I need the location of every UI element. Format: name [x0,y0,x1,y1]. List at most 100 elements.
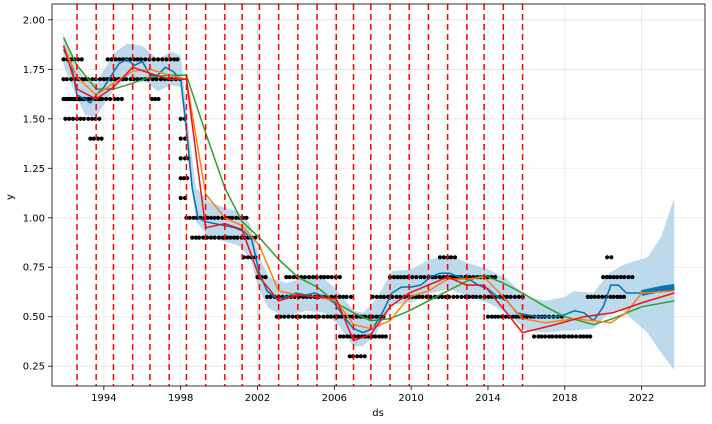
observed-point [588,334,593,339]
observed-point [317,314,322,319]
observed-point [344,294,349,299]
observed-point [193,235,198,240]
observed-point [459,294,464,299]
axes: 1994 1998 2002 2006 2010 2014 2018 2022 0.25 0.50… [23,3,706,404]
observed-point [566,334,571,339]
observed-point [245,255,251,260]
observed-point [178,116,183,121]
y-tick-label: 1.75 [23,65,45,76]
observed-point [61,57,66,62]
observed-point [605,255,610,260]
observed-point [345,334,350,339]
observed-point [414,275,419,280]
observed-point [78,116,83,121]
forecast-line [62,49,675,334]
observed-point [105,57,110,62]
green-trend-line [62,37,675,326]
observed-point [205,215,210,220]
observed-point [156,57,161,62]
observed-point [325,314,330,319]
observed-point [268,294,273,299]
observed-point [150,77,155,82]
observed-point [97,116,102,121]
observed-point [504,294,509,299]
observed-point [164,57,169,62]
observed-point [135,77,140,82]
observed-point [374,294,379,299]
observed-point [478,294,483,299]
observed-point [554,334,559,339]
observed-point [232,235,237,240]
observed-point [151,57,156,62]
observed-point [570,334,575,339]
observed-point [329,275,334,280]
observed-point [81,116,87,121]
observed-point [341,334,346,339]
observed-point [609,255,614,260]
observed-point [322,275,327,280]
observed-point [139,57,144,62]
observed-point [307,275,312,280]
observed-point [286,314,291,319]
observed-point [420,294,425,299]
x-tick-label: 2022 [629,393,654,404]
observed-point [284,275,289,280]
observed-point [370,294,375,299]
observed-point [337,294,342,299]
observed-point [149,96,154,102]
observed-point [514,314,519,319]
x-tick-label: 2018 [552,393,577,404]
observed-point [113,57,118,62]
observed-point [212,215,217,220]
observed-point [508,294,513,299]
observed-point [455,294,460,299]
observed-point [212,235,217,240]
observed-point [402,275,407,280]
observed-point [618,275,623,280]
observed-point [153,96,158,102]
observed-point [589,294,594,299]
observed-point [274,314,279,319]
observed-point [441,255,446,260]
observed-point [187,215,192,220]
observed-point [67,116,72,121]
observed-point [493,275,498,280]
observed-point [90,77,95,82]
observed-point [374,314,379,319]
observed-point [99,136,104,141]
observed-point [306,314,311,319]
observed-point [470,294,475,299]
observed-point [228,235,233,240]
observed-point [611,275,616,280]
y-tick-label: 0.25 [23,362,45,373]
observed-point [101,77,106,82]
observed-point [452,255,458,260]
observed-point [88,136,93,141]
observed-point [493,314,498,319]
plot-area [52,4,705,386]
observed-point [398,275,403,280]
y-tick-label: 1.00 [23,213,45,224]
observed-point [128,77,133,82]
observed-point [578,334,583,339]
observed-point [585,294,590,299]
y-tick-label: 0.50 [23,312,45,323]
observed-point [201,235,206,240]
observed-point [309,314,314,319]
observed-point [557,334,563,339]
observed-point [474,294,479,299]
observed-point [348,294,354,299]
observed-point [100,96,105,102]
observed-point [282,314,287,319]
observed-point [135,57,140,62]
observed-point [581,334,586,339]
observed-point [516,294,522,299]
observed-point [608,294,613,299]
observed-point [160,57,165,62]
y-tick-label: 2.00 [23,15,45,26]
observed-point [143,57,148,62]
observed-point [437,275,442,280]
observed-point [608,275,613,280]
observed-point [601,275,606,280]
